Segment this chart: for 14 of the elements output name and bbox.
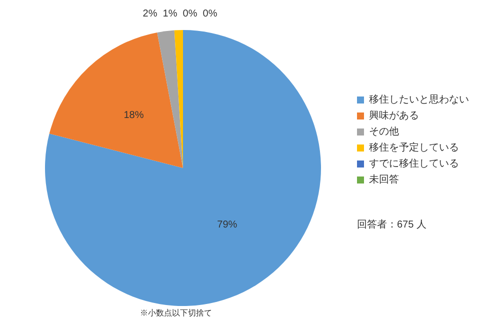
data-label: 79%: [217, 219, 238, 230]
text: 0%: [182, 8, 198, 20]
data-label: 18%: [124, 110, 144, 122]
text: ※小数点以下切捨て: [140, 308, 212, 318]
legend-label: 未回答: [369, 174, 399, 186]
legend-label: 興味がある: [369, 110, 419, 122]
legend-label: 移住したいと思わない: [369, 94, 469, 106]
legend-label: その他: [369, 126, 399, 138]
text: 0%: [202, 8, 218, 20]
data-label: 1%: [162, 8, 178, 20]
legend-label: すでに移住している: [369, 158, 459, 170]
text: 回答者：675 人: [357, 218, 426, 230]
data-label: 2%: [142, 8, 158, 20]
legend-label: 移住を予定している: [369, 142, 459, 154]
